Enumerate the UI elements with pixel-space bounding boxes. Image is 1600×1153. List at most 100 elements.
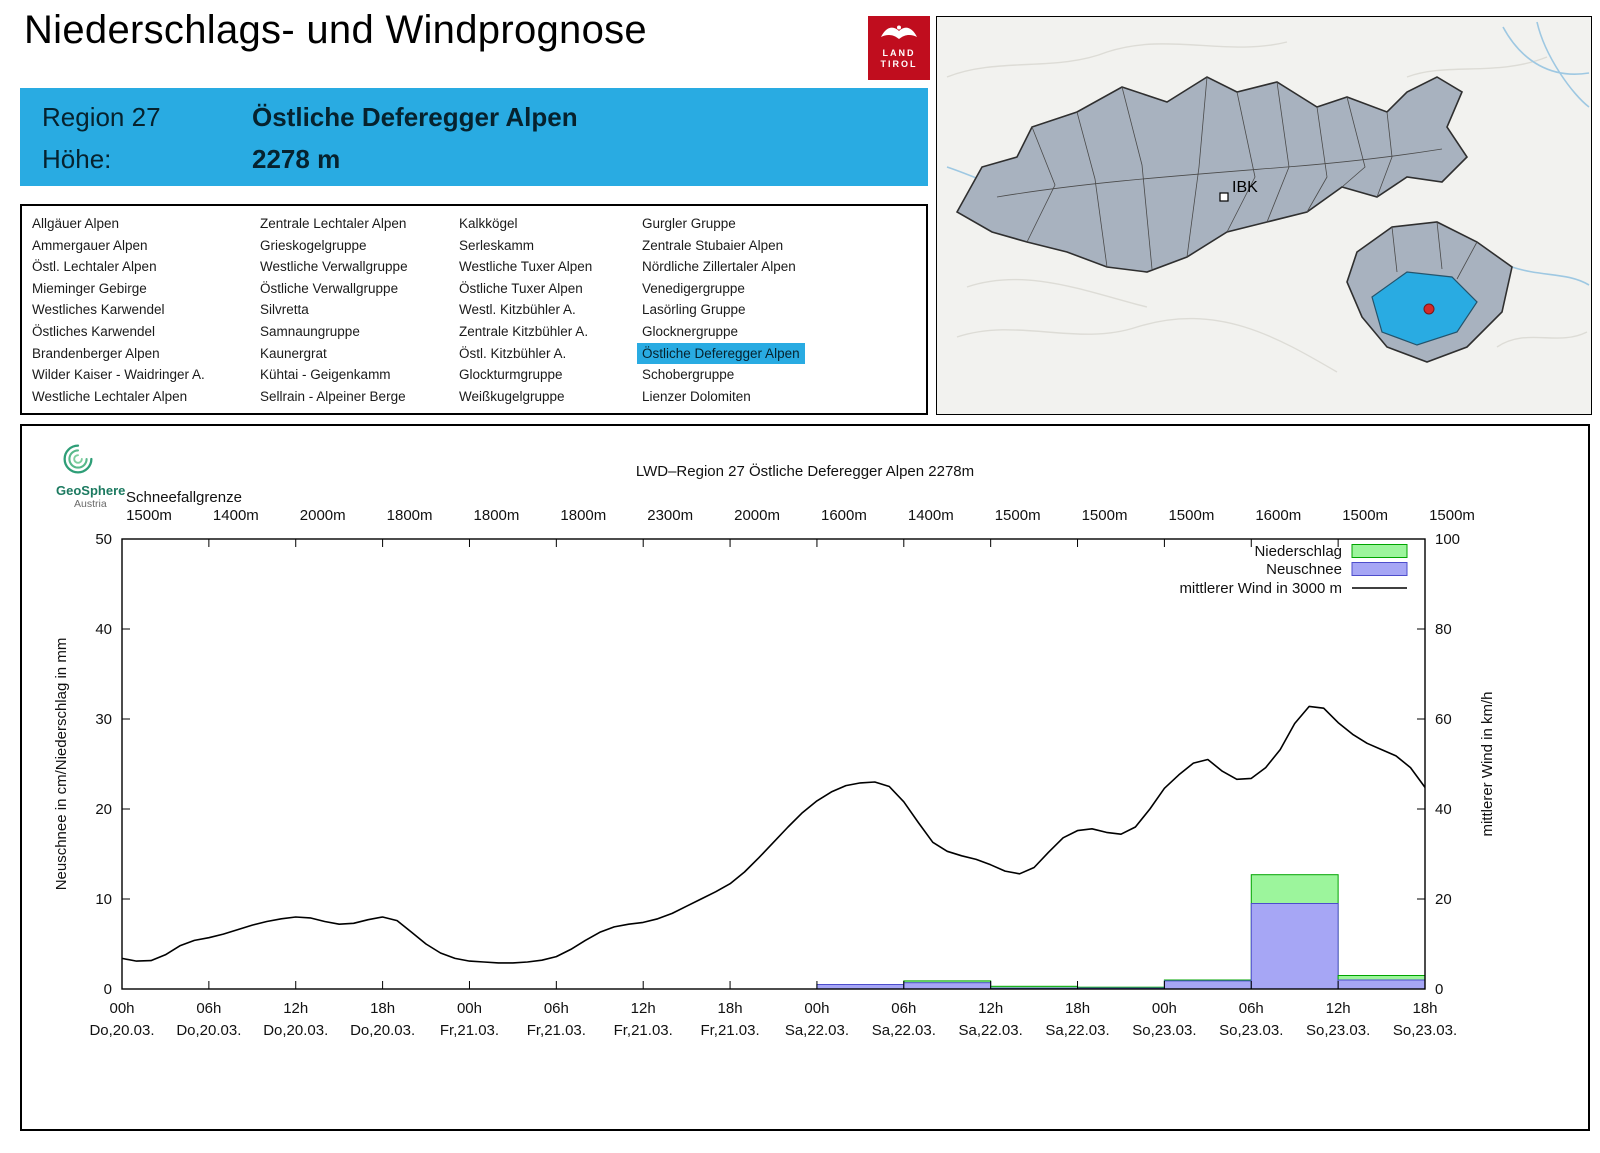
region-list-item[interactable]: Westliches Karwendel — [32, 302, 165, 318]
xtick-time-label: 18h — [718, 1000, 743, 1017]
region-list-item[interactable]: Kühtai - Geigenkamm — [260, 367, 391, 383]
geosphere-name: GeoSphere — [56, 483, 126, 498]
region-list-item[interactable]: Glocknergruppe — [642, 323, 739, 339]
legend-swatch — [1351, 544, 1408, 558]
snowline-value: 1500m — [1342, 507, 1388, 524]
ytick-left-label: 50 — [95, 531, 112, 548]
geosphere-logo: GeoSphere Austria — [56, 438, 166, 510]
region-list-item[interactable]: Silvretta — [260, 302, 309, 318]
snowline-value: 1400m — [908, 507, 954, 524]
region-list-item[interactable]: Venedigergruppe — [642, 280, 745, 296]
map-subregion-borders — [996, 76, 1443, 270]
xtick-time-label: 06h — [196, 1000, 221, 1017]
region-list-item[interactable]: Samnaungruppe — [260, 323, 360, 339]
region-list-item[interactable]: Kalkkögel — [459, 216, 518, 231]
altitude-label: Höhe: — [42, 144, 112, 174]
y-axis-right-title: mittlerer Wind in km/h — [1479, 691, 1496, 836]
region-list-item[interactable]: Lasörling Gruppe — [642, 302, 746, 318]
snowline-value: 1500m — [1429, 507, 1475, 524]
region-list-item[interactable]: Westliche Tuxer Alpen — [459, 259, 593, 275]
xtick-time-label: 12h — [978, 1000, 1003, 1017]
region-list-item[interactable]: Serleskamm — [459, 237, 535, 253]
region-list-item[interactable]: Östliche Verwallgruppe — [260, 280, 399, 296]
xtick-date-label: Sa,22.03. — [959, 1022, 1023, 1039]
forecast-chart-panel: 00h Do,20.03. 1500m 06h Do,20.03. 1400m 12h Do,… — [20, 424, 1590, 1131]
xtick-date-label: Do,20.03. — [176, 1022, 241, 1039]
region-list-item[interactable]: Schobergruppe — [642, 367, 735, 383]
ytick-left-label: 30 — [95, 711, 112, 728]
neuschnee-bar — [1163, 980, 1252, 990]
map-region-north-tirol[interactable] — [955, 76, 1469, 273]
wind-line — [121, 705, 1426, 964]
region-list-item[interactable]: Weißkugelgruppe — [459, 388, 565, 404]
region-list-item[interactable]: Kaunergrat — [260, 345, 327, 361]
region-list-item[interactable]: Zentrale Lechtaler Alpen — [260, 216, 407, 231]
snowline-value: 1800m — [387, 507, 433, 524]
region-list-item[interactable]: Brandenberger Alpen — [32, 345, 160, 361]
region-list-item[interactable]: Östliches Karwendel — [32, 323, 156, 339]
xtick-time-label: 18h — [370, 1000, 395, 1017]
geosphere-sub: Austria — [74, 498, 107, 510]
xtick-date-label: Do,20.03. — [263, 1022, 328, 1039]
region-list-item[interactable]: Glockturmgruppe — [459, 367, 563, 383]
snowline-value: 1500m — [1082, 507, 1128, 524]
xtick-date-label: Fr,21.03. — [700, 1022, 759, 1039]
snowline-value: 1600m — [821, 507, 867, 524]
xtick-time-label: 12h — [283, 1000, 308, 1017]
legend-label: mittlerer Wind in 3000 m — [1179, 580, 1342, 597]
region-list-item[interactable]: Nördliche Zillertaler Alpen — [642, 259, 796, 275]
xtick-date-label: Fr,21.03. — [527, 1022, 586, 1039]
xtick-date-label: So,23.03. — [1393, 1022, 1457, 1039]
plot-border — [121, 538, 1426, 990]
snowline-value: 1500m — [1168, 507, 1214, 524]
ytick-right-label: 80 — [1435, 621, 1452, 638]
region-list-item[interactable]: Östl. Kitzbühler A. — [459, 345, 567, 361]
snowline-value: 1400m — [213, 507, 259, 524]
region-list-item[interactable]: Zentrale Stubaier Alpen — [642, 237, 784, 253]
tirol-map[interactable]: IBK — [936, 16, 1592, 415]
ytick-left-label: 20 — [95, 801, 112, 818]
xtick-date-label: Sa,22.03. — [785, 1022, 849, 1039]
region-list-item[interactable]: Westliche Verwallgruppe — [260, 259, 408, 275]
region-list-item[interactable]: Ammergauer Alpen — [32, 237, 148, 253]
region-list-item[interactable]: Sellrain - Alpeiner Berge — [260, 388, 406, 404]
map-east-subborders — [1391, 221, 1478, 280]
neuschnee-bar — [903, 982, 992, 990]
xtick-date-label: Do,20.03. — [89, 1022, 154, 1039]
region-list-columns: Allgäuer Alpen Ammergauer Alpen Östl. Lech… — [32, 213, 926, 407]
river-lines — [946, 21, 1590, 286]
page-title: Niederschlags- und Windprognose — [24, 8, 647, 52]
region-list-column: Kalkkögel Serleskamm Westliche Tuxer Alpen… — [459, 213, 642, 407]
region-list-item[interactable]: Westliche Lechtaler Alpen — [32, 388, 188, 404]
ytick-left-label: 40 — [95, 621, 112, 638]
xtick-time-label: 00h — [1152, 1000, 1177, 1017]
altitude-value: 2278 m — [252, 144, 341, 174]
region-list-item[interactable]: Wilder Kaiser - Waidringer A. — [32, 367, 205, 383]
snowline-value: 1800m — [560, 507, 606, 524]
xtick-time-label: 06h — [1239, 1000, 1264, 1017]
region-list-column: Gurgler Gruppe Zentrale Stubaier Alpen Nör… — [637, 213, 805, 407]
xtick-time-label: 12h — [631, 1000, 656, 1017]
region-list-item[interactable]: Lienzer Dolomiten — [642, 388, 751, 404]
legend-label: Neuschnee — [1266, 561, 1342, 578]
chart-title: LWD–Region 27 Östliche Deferegger Alpen … — [635, 463, 975, 480]
snowline-value: 2000m — [300, 507, 346, 524]
snowline-label: Schneefallgrenze — [126, 489, 242, 506]
legend-label: Niederschlag — [1254, 543, 1342, 560]
region-list-item[interactable]: Westl. Kitzbühler A. — [459, 302, 576, 318]
snowline-value: 2300m — [647, 507, 693, 524]
region-list-item[interactable]: Östliche Tuxer Alpen — [459, 280, 583, 296]
map-ibk-label: IBK — [1232, 179, 1258, 196]
region-list-item[interactable]: Grieskogelgruppe — [260, 237, 367, 253]
ytick-right-label: 40 — [1435, 801, 1452, 818]
region-list-item[interactable]: Zentrale Kitzbühler A. — [459, 323, 589, 339]
snowline-value: 2000m — [734, 507, 780, 524]
region-list-item[interactable]: Östliche Deferegger Alpen — [637, 342, 805, 365]
xtick-time-label: 00h — [457, 1000, 482, 1017]
region-list-item[interactable]: Mieminger Gebirge — [32, 280, 147, 296]
xtick-time-label: 06h — [891, 1000, 916, 1017]
region-list-item[interactable]: Allgäuer Alpen — [32, 216, 120, 231]
region-list-item[interactable]: Gurgler Gruppe — [642, 216, 736, 231]
region-list-item[interactable]: Östl. Lechtaler Alpen — [32, 259, 157, 275]
neuschnee-bar — [1337, 979, 1426, 990]
